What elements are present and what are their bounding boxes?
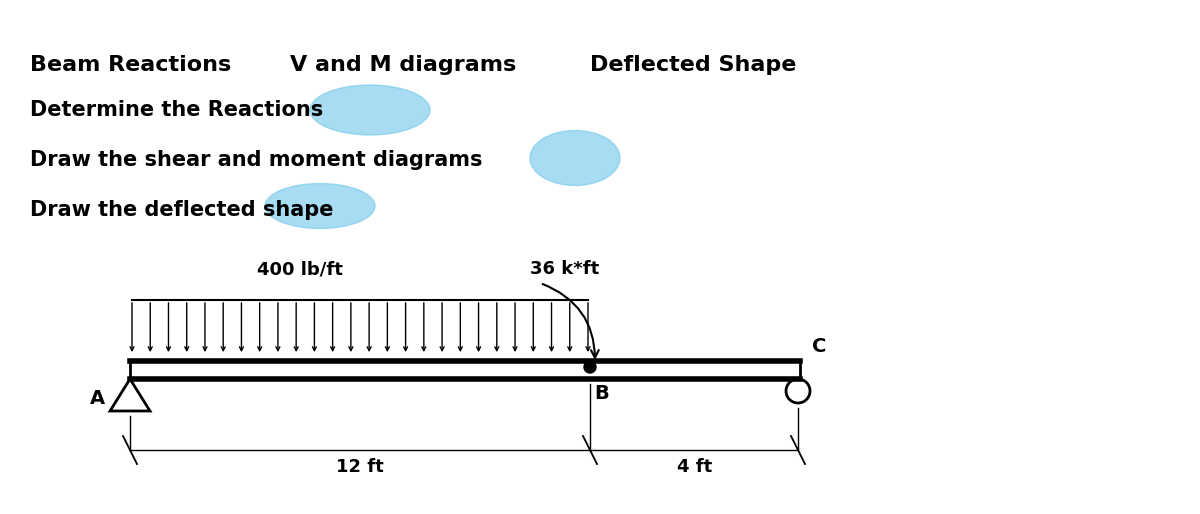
Text: 12 ft: 12 ft (336, 458, 384, 476)
Text: V and M diagrams: V and M diagrams (290, 55, 516, 75)
Ellipse shape (265, 183, 374, 229)
Text: Beam Reactions: Beam Reactions (30, 55, 232, 75)
Text: 36 k*ft: 36 k*ft (530, 260, 599, 278)
Text: Deflected Shape: Deflected Shape (590, 55, 797, 75)
Text: 4 ft: 4 ft (677, 458, 713, 476)
Bar (130, 361, 800, 379)
Text: C: C (812, 337, 827, 356)
Text: Determine the Reactions: Determine the Reactions (30, 100, 323, 120)
Text: Draw the deflected shape: Draw the deflected shape (30, 200, 334, 220)
Circle shape (584, 361, 596, 373)
Ellipse shape (530, 131, 620, 186)
Ellipse shape (310, 85, 430, 135)
Text: A: A (90, 389, 106, 408)
Text: B: B (594, 384, 608, 403)
Text: Draw the shear and moment diagrams: Draw the shear and moment diagrams (30, 150, 482, 170)
Text: 400 lb/ft: 400 lb/ft (257, 260, 343, 278)
